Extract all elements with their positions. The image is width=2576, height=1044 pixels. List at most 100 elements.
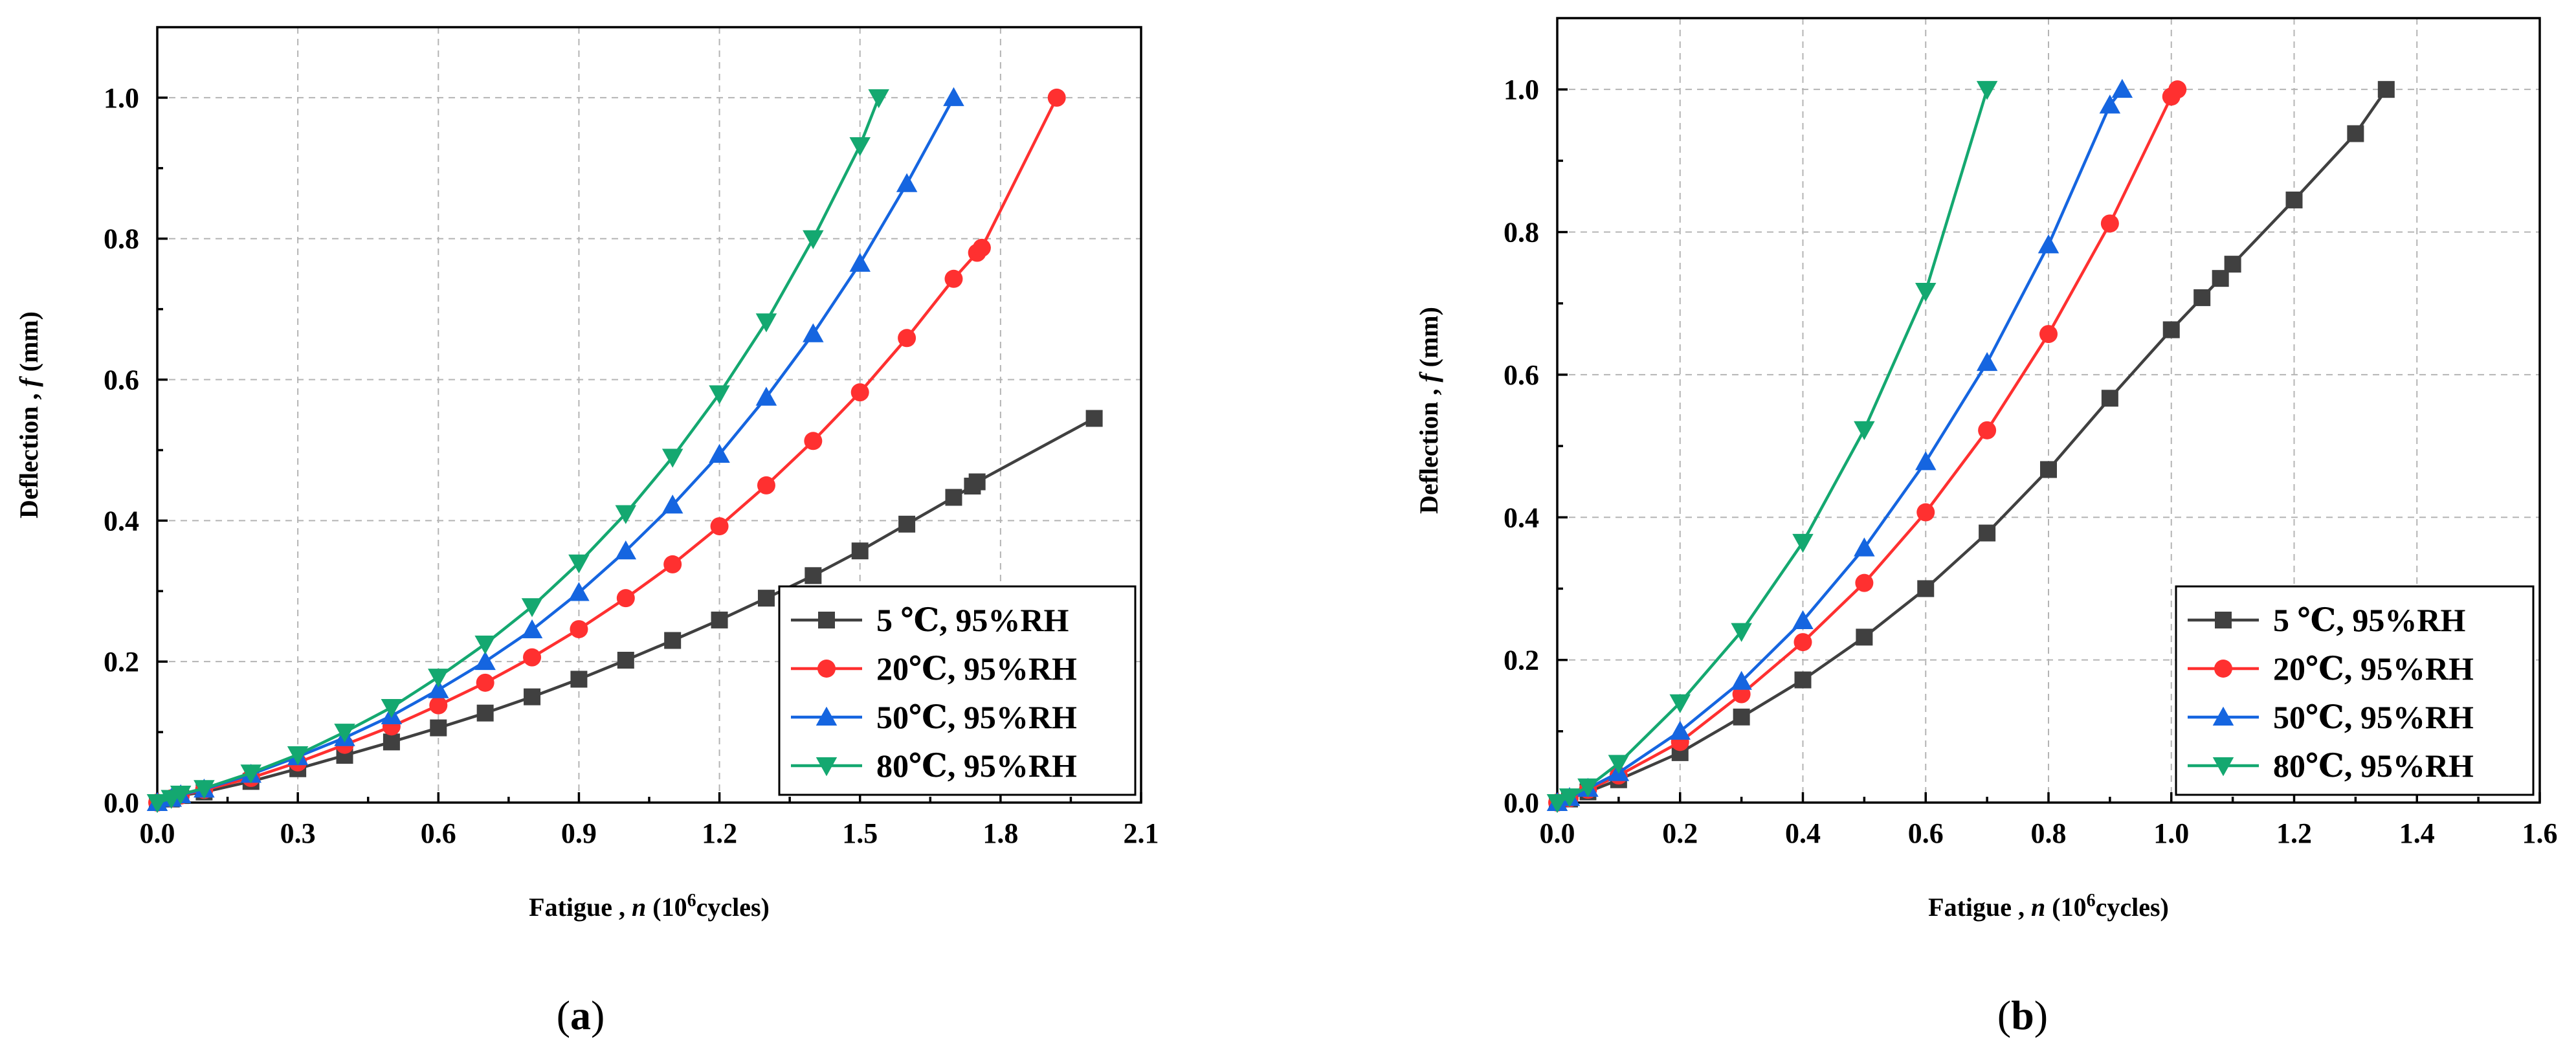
data-point (381, 698, 403, 718)
data-point (1731, 623, 1752, 642)
y-tick-label: 1.0 (104, 82, 139, 114)
data-point (616, 589, 635, 608)
panel-label-letter: a (570, 992, 591, 1038)
data-point (2168, 80, 2187, 99)
data-point (1978, 421, 1997, 439)
series-3 (146, 89, 889, 814)
data-point (524, 688, 541, 705)
chart-panel-b: 0.0 0.2 0.4 0.6 0.8 1.0 1.2 1.4 1.6 0.0 0.2 0.4 0.6 0… (1414, 17, 2558, 1038)
series-3 (1546, 81, 1998, 814)
data-point (2100, 214, 2119, 233)
data-point (851, 542, 869, 560)
data-point (709, 443, 730, 463)
x-tick-label: 1.6 (2522, 817, 2558, 849)
data-point (617, 652, 634, 669)
data-point (1085, 410, 1103, 427)
data-point (1792, 610, 1814, 630)
data-point (476, 673, 494, 692)
panel-label-open: ( (557, 992, 570, 1038)
data-point (194, 780, 215, 799)
legend: 5 ℃, 95%RH 20℃, 95%RH 50℃, 95%RH 80℃, 95%RH (2175, 585, 2535, 796)
x-axis-title-exp: 6 (2087, 891, 2096, 911)
x-tick-label: 1.0 (2153, 817, 2189, 849)
data-point (170, 785, 192, 805)
data-point (1979, 524, 1996, 542)
data-point (570, 671, 588, 688)
data-point (615, 505, 637, 524)
data-point (2039, 325, 2058, 344)
x-axis-title-exp: 6 (687, 891, 696, 911)
legend-label: 5 ℃, 95%RH (2273, 602, 2466, 638)
data-point (945, 489, 962, 506)
x-tick-label: 1.2 (2276, 817, 2312, 849)
data-point (2224, 256, 2241, 273)
legend-label: 80℃, 95%RH (876, 748, 1077, 784)
x-tick-label: 1.8 (983, 817, 1018, 849)
x-tick-label: 2.1 (1124, 817, 1159, 849)
data-point (898, 515, 916, 533)
data-point (428, 669, 449, 688)
data-point (968, 473, 986, 491)
x-tick-label: 0.9 (561, 817, 597, 849)
data-point (896, 173, 918, 192)
y-tick-label: 0.8 (104, 223, 139, 255)
data-point (803, 323, 824, 342)
data-point (428, 679, 449, 698)
data-point (2377, 81, 2395, 98)
data-point (287, 746, 309, 766)
x-tick-label: 0.0 (140, 817, 175, 849)
data-point (803, 230, 824, 249)
data-point (849, 137, 871, 157)
data-point (1669, 720, 1691, 740)
legend-label: 50℃, 95%RH (876, 699, 1077, 735)
data-point (757, 590, 775, 607)
x-axis-title-prefix: Fatigue , (1928, 893, 2031, 922)
data-point (1731, 671, 1752, 690)
x-axis-title-prefix: Fatigue , (529, 893, 632, 922)
legend-label: 5 ℃, 95%RH (876, 602, 1069, 638)
data-point (1854, 537, 1875, 557)
x-axis-title-unit-open: (10 (646, 893, 687, 922)
legend-label: 50℃, 95%RH (2273, 699, 2474, 735)
x-tick-label: 0.4 (1785, 817, 1821, 849)
x-axis-title: Fatigue , n (106cycles) (1928, 891, 2169, 922)
legend-marker (816, 757, 838, 777)
legend-marker (2212, 757, 2234, 777)
data-point (805, 567, 822, 584)
legend-marker (2212, 706, 2234, 726)
panel-label: (b) (1997, 992, 2048, 1038)
data-point (757, 476, 775, 494)
data-point (2101, 390, 2118, 407)
y-tick-label: 0.6 (104, 364, 139, 396)
data-point (1733, 708, 1750, 726)
data-point (474, 635, 496, 655)
data-point (2212, 270, 2229, 287)
data-point (1559, 788, 1581, 808)
series-1 (1548, 80, 2187, 812)
data-point (1976, 351, 1998, 372)
data-point (1669, 694, 1691, 713)
legend-label: 20℃, 95%RH (876, 650, 1077, 687)
x-axis-title-unit-close: cycles) (696, 893, 770, 922)
data-point (1854, 421, 1875, 440)
series-line (1557, 89, 1989, 805)
data-point (476, 704, 494, 722)
legend-marker (2214, 660, 2232, 678)
data-point (568, 582, 590, 601)
data-point (2285, 191, 2303, 208)
x-axis-title-var: n (632, 893, 646, 922)
x-tick-label: 0.6 (421, 817, 456, 849)
x-tick-label: 0.2 (1662, 817, 1698, 849)
data-point (898, 329, 916, 348)
data-point (2162, 321, 2180, 339)
y-tick-label: 0.2 (1504, 645, 1539, 676)
data-point (523, 648, 542, 667)
data-point (2193, 289, 2211, 306)
data-point (146, 794, 168, 814)
data-point (429, 696, 448, 715)
data-point (755, 386, 777, 406)
data-point (1855, 573, 1874, 592)
y-axis-title-prefix: Deflection , (14, 387, 43, 518)
legend-marker (2215, 612, 2232, 628)
y-tick-label: 0.4 (1504, 502, 1539, 533)
